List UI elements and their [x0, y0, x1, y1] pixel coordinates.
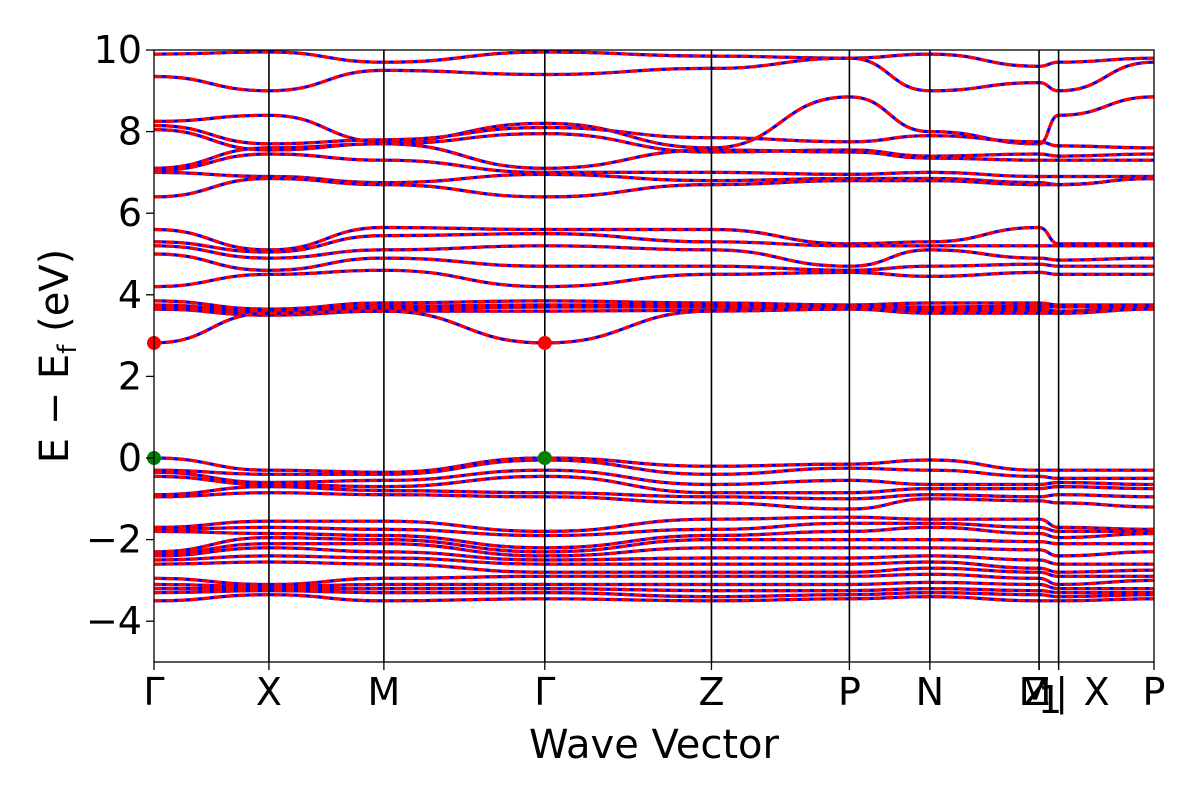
y-axis-label-main: E − E — [32, 354, 78, 464]
band-15 — [154, 303, 1154, 313]
y-axis-label: E − Ef (eV) — [32, 249, 83, 464]
axes-frame — [153, 49, 1155, 663]
band-24 — [154, 491, 1154, 511]
band-31 — [154, 554, 1154, 574]
y-axis-label-unit: (eV) — [32, 249, 78, 345]
x-tick-label: X — [256, 670, 282, 714]
band-6 — [154, 152, 1154, 179]
x-axis-label: Wave Vector — [529, 722, 780, 768]
band-11 — [154, 244, 1154, 268]
y-tick-label: 10 — [94, 28, 142, 72]
band-28 — [154, 535, 1154, 554]
y-tick-label: −2 — [86, 518, 142, 562]
band-3 — [154, 123, 1154, 150]
band-14 — [154, 299, 1154, 311]
band-1 — [154, 56, 1154, 93]
band-37 — [154, 593, 1154, 603]
cbm-marker-1 — [537, 335, 552, 350]
band-8 — [154, 176, 1154, 199]
x-tick-label: M — [1019, 670, 1052, 714]
y-tick-label: 2 — [118, 354, 142, 398]
x-tick-label: N — [916, 670, 944, 714]
band-20 — [154, 458, 1154, 481]
band-35 — [154, 586, 1154, 595]
band-34 — [154, 580, 1154, 591]
x-tick-label: P — [838, 670, 861, 714]
plot-area — [147, 49, 1155, 663]
x-tick-label: 1 — [1038, 678, 1062, 722]
high-symmetry-lines — [268, 50, 1060, 662]
y-tick-label: 4 — [118, 273, 142, 317]
y-tick-label: 0 — [118, 436, 142, 480]
x-tick-label: Γ — [143, 670, 164, 714]
band-23 — [154, 484, 1154, 501]
y-tick-label: 6 — [118, 191, 142, 235]
bands — [154, 50, 1154, 603]
band-27 — [154, 525, 1154, 550]
band-33 — [154, 572, 1154, 587]
band-30 — [154, 546, 1154, 566]
x-tick-label: Z — [698, 670, 724, 714]
band-9 — [154, 225, 1154, 252]
band-10 — [154, 231, 1154, 254]
band-12 — [154, 252, 1154, 272]
x-tick-label: Z — [1024, 670, 1050, 714]
vbm-marker-3 — [537, 451, 552, 465]
band-26 — [154, 521, 1154, 538]
x-tick-label: | — [1055, 670, 1068, 715]
x-tick-label: P — [1143, 670, 1166, 714]
band-16 — [154, 305, 1154, 315]
band-0 — [154, 50, 1154, 68]
x-tick-label: Γ — [534, 670, 555, 714]
band-13 — [154, 268, 1154, 289]
y-tick-label: −4 — [86, 599, 142, 643]
y-tick-label: 8 — [118, 110, 142, 154]
band-36 — [154, 588, 1154, 599]
band-32 — [154, 560, 1154, 578]
x-axis-ticks: Γ X M Γ Z P N ZM1| X P — [143, 662, 1165, 722]
y-axis-label-subscript: f — [53, 344, 83, 354]
x-tick-label: X — [1084, 670, 1110, 714]
y-axis-ticks: −4 −2 0 2 4 6 8 10 — [86, 28, 154, 643]
band-2 — [154, 95, 1154, 150]
x-tick-label: M — [367, 670, 400, 714]
